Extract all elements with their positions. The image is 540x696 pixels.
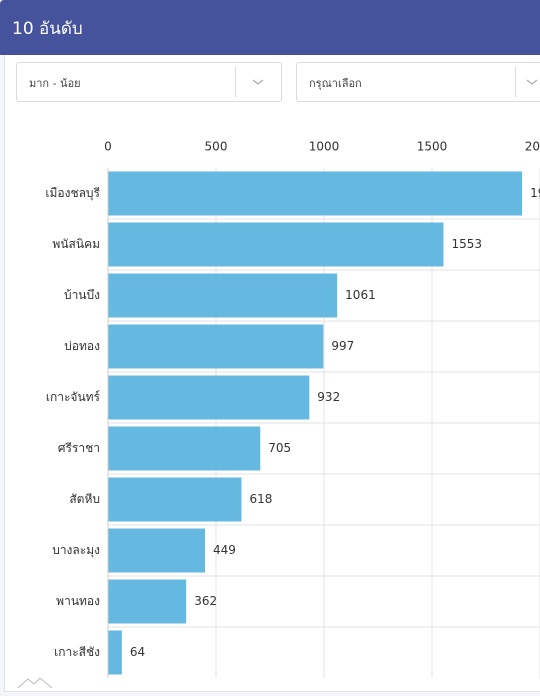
value-label: 997 bbox=[331, 339, 354, 353]
bar bbox=[108, 426, 261, 471]
value-label: 64 bbox=[130, 645, 145, 659]
value-label: 1553 bbox=[451, 237, 482, 251]
header-title: 10 อันดับ bbox=[12, 19, 83, 39]
x-tick-label: 0 bbox=[104, 140, 112, 154]
sort-dropdown-text: มาก - น้อย bbox=[29, 77, 81, 90]
value-label: 1917 bbox=[530, 186, 540, 200]
logo-icon bbox=[17, 677, 53, 689]
x-tick-label: 1000 bbox=[309, 140, 340, 154]
bar bbox=[108, 630, 122, 675]
bar bbox=[108, 477, 242, 522]
y-tick-label: พานทอง bbox=[56, 594, 100, 608]
y-tick-label: สัตหีบ bbox=[69, 492, 100, 506]
y-tick-label: เกาะจันทร์ bbox=[46, 390, 101, 404]
chevron bbox=[252, 79, 264, 85]
y-tick-label: เกาะสีชัง bbox=[54, 645, 100, 659]
value-label: 932 bbox=[317, 390, 340, 404]
header: 10 อันดับ bbox=[0, 0, 540, 55]
separator bbox=[515, 67, 516, 97]
select-dropdown-text: กรุณาเลือก bbox=[309, 77, 362, 90]
bar bbox=[108, 324, 324, 369]
x-tick-label: 2000 bbox=[525, 140, 540, 154]
bar bbox=[108, 273, 338, 318]
bar bbox=[108, 579, 187, 624]
value-label: 618 bbox=[249, 492, 272, 506]
y-tick-label: เมืองชลบุรี bbox=[45, 186, 100, 201]
sort-dropdown[interactable]: มาก - น้อย bbox=[16, 62, 282, 102]
card bbox=[4, 55, 540, 692]
y-tick-label: บ้านบึง bbox=[64, 288, 100, 302]
y-tick-label: บ่อทอง bbox=[64, 339, 100, 353]
select-dropdown[interactable]: กรุณาเลือก bbox=[296, 62, 540, 102]
bar bbox=[108, 375, 310, 420]
chevron bbox=[526, 79, 538, 85]
bar bbox=[108, 528, 205, 573]
y-tick-label: บางละมุง bbox=[52, 543, 100, 558]
bar bbox=[108, 222, 444, 267]
y-tick-label: พนัสนิคม bbox=[52, 237, 100, 251]
separator bbox=[235, 67, 236, 97]
x-tick-label: 1500 bbox=[417, 140, 448, 154]
value-label: 705 bbox=[268, 441, 291, 455]
bar bbox=[108, 171, 523, 216]
y-tick-label: ศรีราชา bbox=[58, 441, 100, 455]
value-label: 362 bbox=[194, 594, 217, 608]
x-tick-label: 500 bbox=[205, 140, 228, 154]
value-label: 1061 bbox=[345, 288, 376, 302]
value-label: 449 bbox=[213, 543, 236, 557]
